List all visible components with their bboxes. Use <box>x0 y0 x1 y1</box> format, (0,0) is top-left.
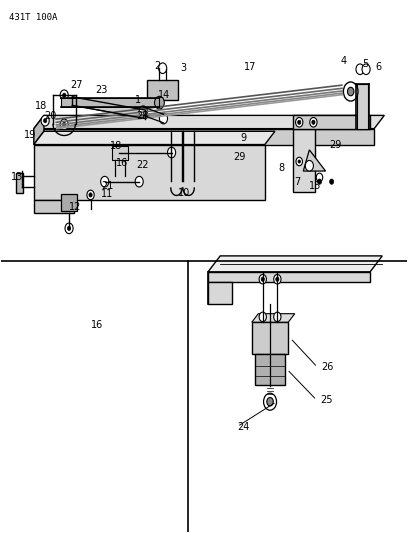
Polygon shape <box>208 272 370 282</box>
Text: 7: 7 <box>294 176 300 187</box>
Text: 29: 29 <box>330 140 342 150</box>
Polygon shape <box>34 128 374 144</box>
Circle shape <box>65 223 73 233</box>
Circle shape <box>115 147 123 158</box>
Circle shape <box>41 115 49 126</box>
FancyBboxPatch shape <box>293 115 370 128</box>
Circle shape <box>87 190 94 200</box>
Text: 10: 10 <box>178 188 191 198</box>
Circle shape <box>264 393 277 410</box>
Text: 20: 20 <box>44 111 57 121</box>
Text: 12: 12 <box>69 202 81 212</box>
Text: 5: 5 <box>362 59 368 69</box>
Circle shape <box>274 274 281 284</box>
Text: 431T 100A: 431T 100A <box>9 13 58 22</box>
Text: 4: 4 <box>341 56 347 66</box>
Circle shape <box>62 93 66 98</box>
FancyBboxPatch shape <box>293 128 315 192</box>
FancyBboxPatch shape <box>255 354 285 385</box>
Circle shape <box>60 90 68 101</box>
FancyBboxPatch shape <box>147 80 178 100</box>
Circle shape <box>259 274 266 284</box>
FancyBboxPatch shape <box>357 84 368 128</box>
Text: 24: 24 <box>237 422 250 432</box>
Circle shape <box>155 96 164 109</box>
Text: 3: 3 <box>180 63 186 73</box>
Text: 27: 27 <box>70 80 82 90</box>
FancyBboxPatch shape <box>34 200 74 214</box>
Circle shape <box>356 64 364 75</box>
Polygon shape <box>34 115 44 144</box>
Circle shape <box>267 398 273 406</box>
Circle shape <box>139 106 147 116</box>
FancyBboxPatch shape <box>252 322 288 354</box>
Text: 14: 14 <box>158 90 171 100</box>
Circle shape <box>276 277 279 281</box>
Text: 29: 29 <box>233 152 246 162</box>
Circle shape <box>348 87 354 96</box>
Circle shape <box>295 117 303 127</box>
Circle shape <box>60 119 68 130</box>
Text: 22: 22 <box>136 160 149 169</box>
Circle shape <box>274 312 281 321</box>
Circle shape <box>101 176 109 187</box>
Circle shape <box>362 64 370 75</box>
Text: 18: 18 <box>109 141 122 151</box>
Polygon shape <box>34 115 384 128</box>
FancyBboxPatch shape <box>112 146 128 160</box>
Circle shape <box>135 176 143 187</box>
Text: 17: 17 <box>244 62 257 72</box>
Circle shape <box>259 312 266 321</box>
Polygon shape <box>208 282 233 304</box>
Text: 15: 15 <box>309 181 322 191</box>
FancyBboxPatch shape <box>61 194 77 211</box>
Circle shape <box>62 122 66 126</box>
Text: 6: 6 <box>375 62 381 72</box>
Circle shape <box>296 157 302 166</box>
Polygon shape <box>303 150 326 171</box>
Circle shape <box>312 120 315 124</box>
Circle shape <box>310 117 317 127</box>
Circle shape <box>168 147 175 158</box>
Text: 13: 13 <box>11 172 23 182</box>
Circle shape <box>298 160 300 163</box>
Circle shape <box>305 160 313 171</box>
Circle shape <box>159 63 167 74</box>
Polygon shape <box>252 314 295 322</box>
Text: 16: 16 <box>116 158 128 167</box>
Text: 26: 26 <box>322 362 334 372</box>
Polygon shape <box>208 256 382 272</box>
Circle shape <box>317 179 322 184</box>
Polygon shape <box>72 97 145 118</box>
Circle shape <box>67 226 71 230</box>
Polygon shape <box>34 144 265 200</box>
Circle shape <box>330 179 334 184</box>
Circle shape <box>297 120 301 124</box>
Text: 9: 9 <box>241 133 247 143</box>
Text: 28: 28 <box>136 111 149 121</box>
Text: 18: 18 <box>35 101 47 111</box>
Polygon shape <box>61 98 160 108</box>
Text: 2: 2 <box>154 61 160 71</box>
Circle shape <box>44 118 47 123</box>
Text: 8: 8 <box>279 163 285 173</box>
Text: 11: 11 <box>102 189 114 199</box>
Text: 19: 19 <box>24 130 36 140</box>
FancyBboxPatch shape <box>16 173 23 193</box>
Polygon shape <box>34 131 275 144</box>
Circle shape <box>261 277 264 281</box>
Text: 21: 21 <box>101 181 114 191</box>
Text: 16: 16 <box>91 320 103 330</box>
Text: 23: 23 <box>96 85 108 95</box>
Circle shape <box>89 193 92 197</box>
Text: 1: 1 <box>135 95 142 105</box>
Text: 25: 25 <box>321 395 333 405</box>
Circle shape <box>316 173 323 182</box>
Circle shape <box>344 82 358 101</box>
Circle shape <box>160 114 168 124</box>
